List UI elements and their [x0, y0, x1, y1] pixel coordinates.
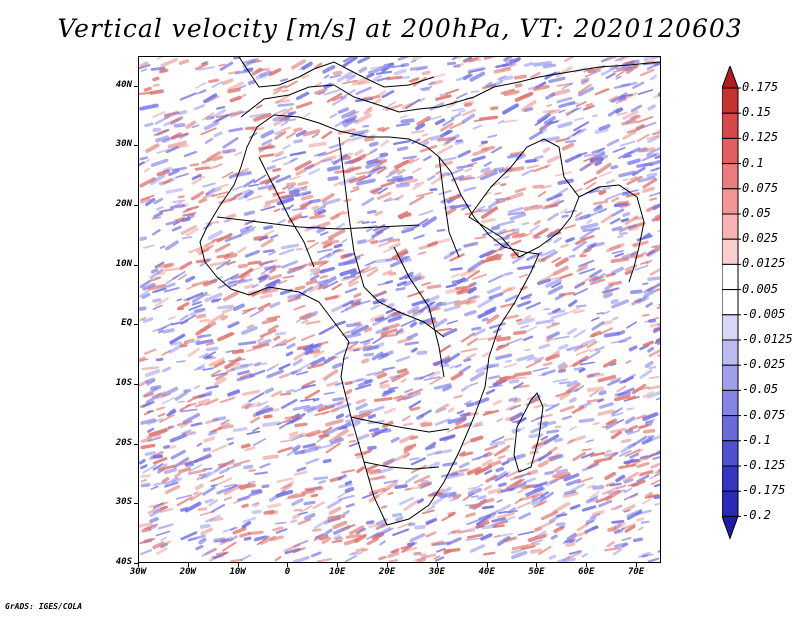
vertical-velocity-field	[139, 57, 660, 562]
lat-tick-mark	[134, 563, 138, 564]
lon-tick-label: 10W	[229, 567, 246, 577]
colorbar-label: 0.125	[742, 130, 779, 145]
border-line	[338, 136, 380, 303]
colorbar-swatch	[721, 415, 739, 442]
colorbar-label: 0.05	[742, 206, 771, 220]
lat-tick-mark	[134, 443, 138, 445]
lat-tick-mark	[134, 205, 138, 207]
colorbar-label: 0.005	[742, 281, 779, 296]
lat-tick-label: EQ	[121, 318, 132, 329]
lon-tick-mark	[287, 563, 289, 567]
lat-tick-label: 10S	[115, 378, 132, 389]
border-line	[378, 301, 445, 338]
colorbar-label: 0.0125	[742, 256, 786, 271]
colorbar-label: -0.0125	[742, 332, 793, 346]
colorbar-label: -0.005	[742, 306, 786, 321]
madagascar-coastline	[513, 392, 544, 473]
lon-tick-mark	[187, 563, 189, 567]
lat-tick-mark	[134, 85, 138, 87]
lon-tick-mark	[486, 563, 488, 567]
map-title: Vertical velocity [m/s] at 200hPa, VT: 2…	[57, 14, 743, 43]
lon-tick-mark	[387, 563, 389, 567]
colorbar-swatch	[721, 263, 739, 291]
colorbar-label: -0.175	[742, 483, 786, 498]
arabia-coastline	[468, 138, 580, 258]
lat-tick-label: 40S	[115, 557, 132, 567]
lon-tick-mark	[586, 563, 588, 567]
colorbar-label: -0.075	[742, 407, 786, 422]
colorbar-swatch	[721, 440, 739, 467]
colorbar-legend: 0.175 0.15 0.125 0.1 0.075 0.05 0.025 0.0125 0.0…	[721, 64, 800, 570]
colorbar-label: -0.1	[742, 432, 771, 447]
colorbar-swatch	[721, 389, 739, 417]
colorbar-label: -0.05	[742, 382, 779, 397]
colorbar-label: 0.025	[742, 231, 779, 246]
lat-tick-label: 40N	[115, 79, 132, 90]
grads-credit: GrADS: IGES/COLA	[5, 602, 83, 611]
lon-tick-mark	[237, 563, 239, 567]
lon-tick-label: 10E	[329, 567, 346, 577]
colorbar-label: -0.125	[742, 458, 786, 472]
africa-coastline	[199, 114, 540, 526]
mediterranean-coastline	[240, 61, 660, 118]
map-panel	[138, 56, 661, 563]
lat-tick-mark	[134, 264, 138, 266]
colorbar-swatch	[721, 314, 739, 341]
colorbar-bottom-arrow	[721, 515, 739, 540]
colorbar-label: 0.075	[742, 180, 779, 195]
border-line	[363, 461, 440, 470]
india-coastline	[578, 184, 645, 283]
lat-tick-label: 20N	[115, 199, 132, 210]
colorbar-swatch	[721, 364, 739, 391]
lat-tick-mark	[134, 324, 138, 326]
colorbar-top-arrow	[721, 64, 739, 89]
lon-tick-label: 50E	[528, 567, 545, 577]
lon-tick-mark	[436, 563, 438, 567]
colorbar-swatch	[721, 213, 739, 240]
colorbar-swatch	[721, 490, 739, 517]
border-line	[258, 156, 315, 268]
colorbar-label: -0.025	[742, 357, 786, 372]
lon-tick-label: 30E	[428, 567, 445, 577]
lon-tick-mark	[536, 563, 538, 567]
lat-tick-label: 10N	[115, 258, 132, 269]
colorbar-swatch	[721, 137, 739, 165]
lat-tick-mark	[134, 145, 138, 147]
lon-tick-label: 70E	[627, 567, 645, 577]
colorbar-label: -0.2	[742, 508, 771, 523]
lon-tick-label: 40E	[478, 567, 495, 577]
lon-tick-label: 60E	[578, 567, 595, 577]
border-line	[393, 246, 445, 378]
colorbar-scale	[721, 64, 741, 540]
lat-tick-label: 20S	[115, 437, 132, 448]
lat-tick-label: 30N	[115, 139, 132, 150]
colorbar-swatch	[721, 163, 739, 190]
colorbar-swatch	[721, 339, 739, 366]
colorbar-swatch	[721, 238, 739, 265]
lon-tick-mark	[337, 563, 339, 567]
colorbar-label: 0.175	[742, 80, 779, 94]
lon-tick-label: 20W	[179, 567, 196, 577]
lat-tick-mark	[134, 384, 138, 386]
lon-tick-label: 30W	[129, 567, 147, 577]
colorbar-label: 0.15	[742, 105, 771, 120]
colorbar-swatch	[721, 289, 739, 316]
lon-tick-label: 20E	[378, 567, 396, 577]
lon-tick-label: 0	[284, 567, 291, 577]
colorbar-swatch	[721, 465, 739, 492]
lat-tick-mark	[134, 503, 138, 505]
lon-tick-mark	[138, 563, 139, 567]
colorbar-swatch	[721, 188, 739, 215]
border-line	[350, 416, 450, 433]
lon-tick-mark	[636, 563, 638, 567]
europe-coastline	[238, 57, 435, 88]
lat-tick-label: 30S	[115, 497, 132, 508]
colorbar-swatch	[721, 87, 739, 114]
colorbar-swatch	[721, 112, 739, 139]
border-line	[438, 156, 460, 258]
border-line	[216, 216, 420, 230]
colorbar-label: 0.1	[742, 155, 764, 170]
